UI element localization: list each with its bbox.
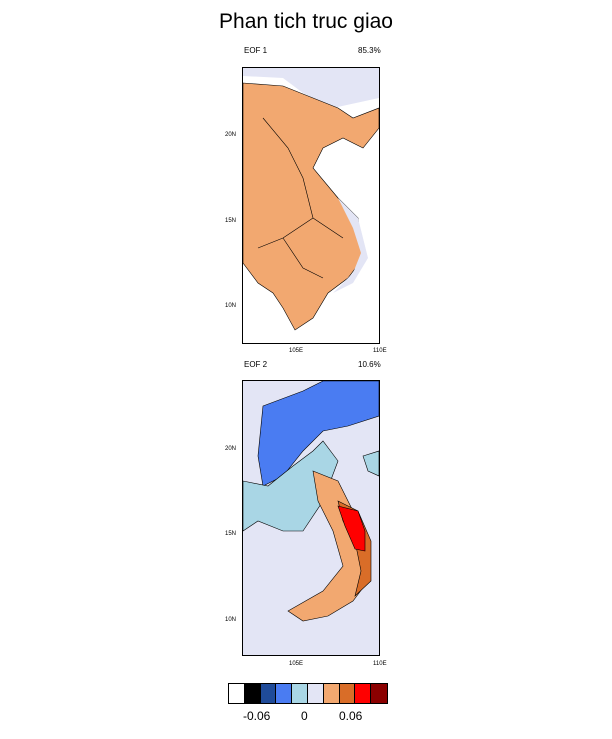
figure-title: Phan tich truc giao [219,10,393,33]
map-panel-2 [242,380,380,656]
coastline-eof2 [362,450,379,477]
coast-shading-eof1 [333,198,368,293]
panel-1-lat-20n: 20N [225,132,237,138]
colorbar-label-pos: 0.06 [339,709,363,723]
colorbar-swatch [276,684,293,703]
colorbar-swatch [307,684,324,703]
panel-1-lat-15n: 15N [225,218,237,224]
map-panel-1 [242,67,380,344]
colorbar-label-neg: -0.06 [243,709,271,723]
red-region-eof2 [337,505,366,552]
colorbar-swatch [371,684,387,703]
colorbar-swatch [244,684,261,703]
panel-2-lat-10n: 10N [225,617,237,623]
panel-1-percent: 85.3% [358,46,381,55]
colorbar-swatch [323,684,340,703]
panel-1-lon-105e: 105E [289,348,304,354]
panel-2-lon-105e: 105E [289,661,304,667]
colorbar-swatch [339,684,356,703]
panel-1-label: EOF 1 [244,46,268,55]
colorbar-swatch [292,684,308,703]
colorbar [228,683,388,704]
colorbar-swatch [260,684,277,703]
blue-region-eof2 [257,381,379,487]
border-lines-eof1 [257,117,344,279]
panel-1-lat-10n: 10N [225,303,237,309]
panel-2-lat-15n: 15N [225,531,237,537]
background-shading-1 [243,68,379,108]
panel-1-lon-110e: 110E [373,348,387,354]
map-panel-1-svg [243,68,379,331]
colorbar-label-zero: 0 [301,709,308,723]
panel-2-lon-110e: 110E [373,661,387,667]
panel-2-label: EOF 2 [244,360,268,369]
colorbar-swatch [355,684,372,703]
colorbar-swatch [229,684,245,703]
panel-2-percent: 10.6% [358,360,381,369]
panel-2-lat-20n: 20N [225,446,237,452]
land-shading-eof1 [243,82,379,331]
map-panel-2-svg [243,381,379,655]
